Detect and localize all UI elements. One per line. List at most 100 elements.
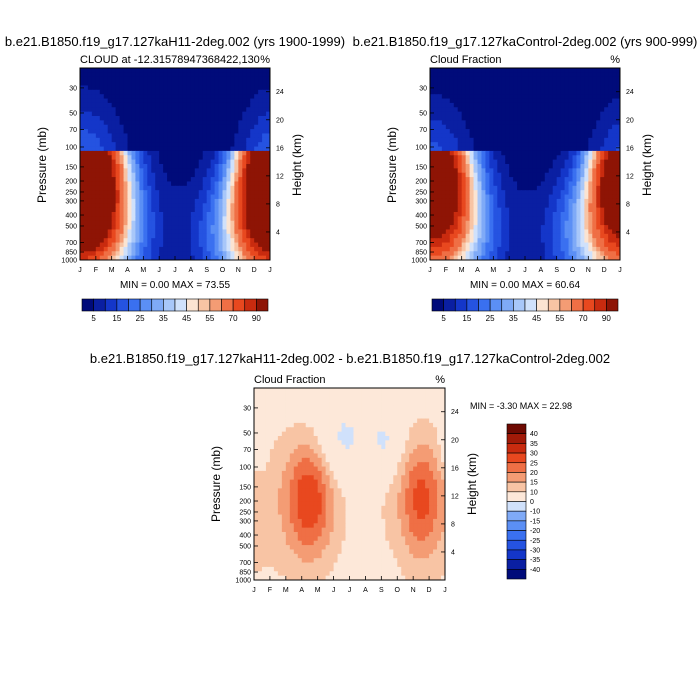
contour-cell — [612, 225, 617, 231]
contour-cell — [580, 94, 585, 100]
contour-cell — [230, 159, 235, 165]
contour-cell — [616, 129, 620, 135]
contour-cell — [119, 72, 125, 78]
contour-cell — [210, 220, 216, 226]
contour-cell — [218, 255, 224, 260]
contour-cell — [297, 422, 303, 428]
contour-cell — [532, 177, 538, 183]
contour-cell — [493, 242, 498, 248]
contour-cell — [202, 164, 208, 169]
contour-cell — [441, 422, 445, 428]
contour-cell — [87, 155, 93, 161]
contour-cell — [139, 229, 144, 235]
contour-cell — [536, 72, 542, 78]
contour-cell — [437, 89, 443, 95]
contour-cell — [198, 164, 204, 169]
contour-cell — [250, 225, 255, 231]
contour-cell — [572, 111, 578, 117]
contour-cell — [401, 427, 406, 433]
contour-cell — [258, 255, 263, 260]
contour-cell — [123, 89, 129, 95]
contour-cell — [489, 111, 494, 117]
contour-cell — [437, 194, 443, 200]
contour-cell — [95, 216, 101, 222]
contour-cell — [441, 414, 445, 420]
contour-cell — [608, 94, 613, 100]
contour-cell — [604, 85, 609, 91]
contour-cell — [277, 436, 283, 441]
contour-cell — [457, 225, 463, 231]
contour-cell — [409, 409, 414, 415]
contour-cell — [453, 255, 459, 260]
contour-cell — [485, 177, 490, 183]
contour-cell — [612, 168, 617, 174]
contour-cell — [206, 251, 212, 257]
contour-cell — [147, 246, 152, 252]
contour-cell — [536, 89, 542, 95]
contour-cell — [95, 72, 101, 78]
contour-cell — [453, 172, 459, 178]
contour-cell — [226, 129, 232, 135]
contour-cell — [226, 89, 232, 95]
contour-cell — [576, 85, 582, 91]
y-tick-label: 700 — [415, 240, 427, 247]
contour-cell — [214, 111, 220, 117]
contour-cell — [532, 225, 538, 231]
contour-cell — [477, 107, 483, 113]
contour-cell — [509, 107, 514, 113]
contour-cell — [202, 194, 208, 200]
contour-cell — [365, 405, 370, 411]
contour-cell — [509, 133, 514, 139]
contour-cell — [289, 431, 295, 437]
contour-cell — [369, 431, 374, 437]
contour-cell — [210, 137, 216, 143]
contour-cell — [234, 102, 239, 108]
contour-cell — [222, 238, 228, 244]
contour-cell — [123, 229, 129, 235]
contour-cell — [485, 185, 490, 191]
contour-cell — [481, 216, 487, 222]
contour-cell — [572, 168, 578, 174]
contour-cell — [477, 181, 483, 187]
contour-cell — [445, 142, 451, 148]
contour-cell — [389, 396, 394, 402]
contour-cell — [592, 220, 597, 226]
contour-cell — [580, 102, 585, 108]
contour-cell — [135, 68, 140, 73]
contour-cell — [501, 207, 506, 213]
contour-cell — [99, 238, 105, 244]
contour-cell — [163, 216, 168, 222]
contour-cell — [178, 146, 184, 152]
contour-cell — [139, 68, 144, 73]
contour-cell — [238, 238, 243, 244]
contour-cell — [301, 418, 307, 424]
contour-cell — [151, 194, 156, 200]
contour-cell — [517, 150, 522, 156]
contour-cell — [536, 172, 542, 178]
contour-cell — [449, 68, 455, 73]
contour-cell — [544, 185, 550, 191]
contour-cell — [477, 194, 483, 200]
contour-cell — [449, 194, 455, 200]
contour-cell — [206, 194, 212, 200]
contour-cell — [139, 94, 144, 100]
contour-cell — [540, 251, 546, 257]
contour-cell — [171, 76, 176, 82]
contour-cell — [131, 159, 137, 165]
contour-cell — [393, 396, 398, 402]
contour-cell — [107, 129, 113, 135]
contour-cell — [616, 216, 620, 222]
contour-cell — [449, 133, 455, 139]
contour-cell — [477, 190, 483, 196]
contour-cell — [477, 102, 483, 108]
contour-cell — [596, 185, 601, 191]
contour-cell — [576, 233, 582, 239]
contour-cell — [592, 76, 597, 82]
contour-cell — [190, 181, 196, 187]
contour-cell — [218, 194, 224, 200]
contour-cell — [405, 409, 410, 415]
contour-cell — [417, 392, 422, 398]
contour-cell — [301, 436, 307, 441]
contour-cell — [246, 94, 251, 100]
contour-cell — [226, 81, 232, 87]
